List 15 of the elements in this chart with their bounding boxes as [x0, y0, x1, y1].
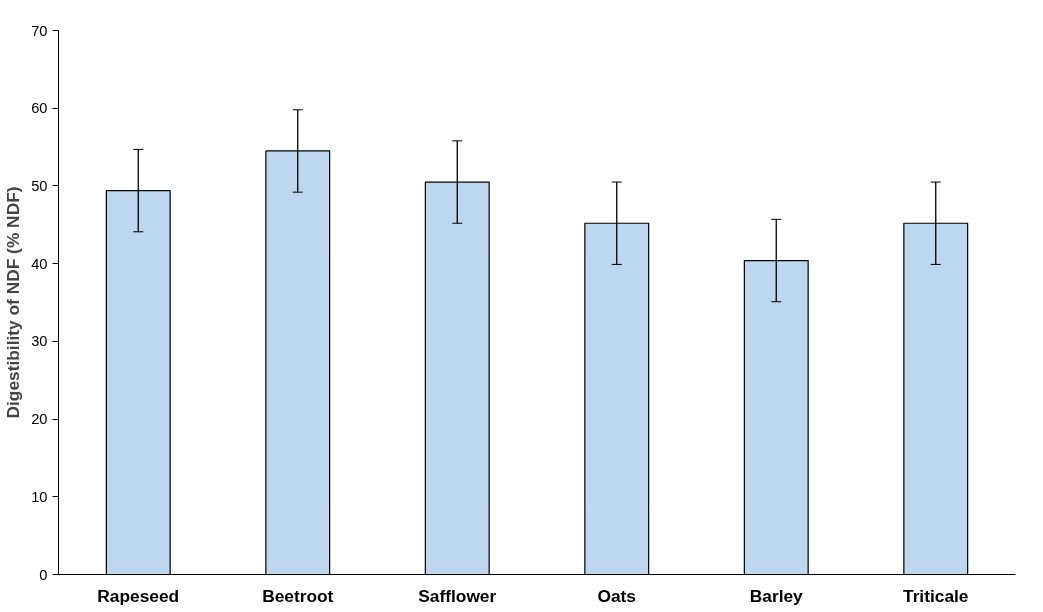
x-tick-label: Triticale [903, 585, 969, 606]
y-tick-label: 50 [31, 177, 48, 194]
y-tick-label: 60 [31, 100, 48, 117]
y-axis-title: Digestibility of NDF (% NDF) [3, 186, 24, 419]
y-tick-label: 40 [31, 255, 48, 272]
x-tick-label: Oats [597, 585, 637, 606]
x-tick-label: Barley [749, 585, 804, 606]
y-tick-label: 0 [39, 566, 48, 583]
x-tick-label: Beetroot [262, 585, 334, 606]
x-tick-label: Safflower [418, 585, 497, 606]
x-tick-label: Rapeseed [97, 585, 180, 606]
y-tick-label: 10 [31, 488, 48, 505]
y-tick-label: 30 [31, 333, 48, 350]
y-tick-label: 20 [31, 411, 48, 428]
y-tick-label: 70 [31, 22, 48, 39]
